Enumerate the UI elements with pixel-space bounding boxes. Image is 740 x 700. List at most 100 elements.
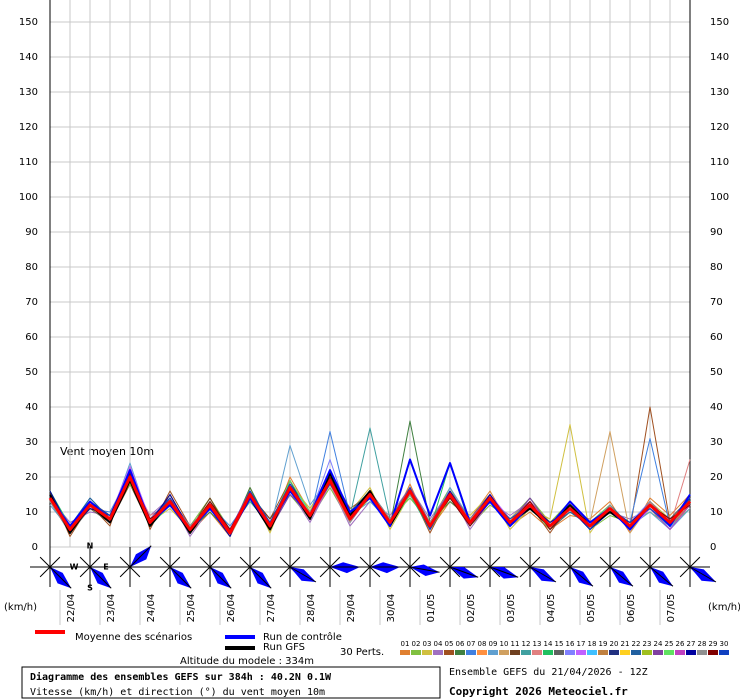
wind-rose: [30, 547, 72, 589]
x-tick-label: 05/05: [586, 594, 597, 623]
wind-direction: [330, 562, 360, 574]
wind-rose: [670, 547, 717, 587]
wind-rose: [190, 547, 232, 589]
legend-swatch: [708, 650, 718, 655]
legend-label: 30: [720, 640, 729, 648]
rose-spoke: [439, 556, 451, 568]
y-unit-left: (km/h): [4, 602, 37, 613]
wind-rose: [630, 547, 674, 587]
legend-swatch: [620, 650, 630, 655]
legend-label: 13: [533, 640, 542, 648]
wind-rose: [590, 547, 634, 587]
rose-spoke: [49, 556, 61, 568]
legend-label: 16: [566, 640, 575, 648]
y-tick-label: 20: [25, 472, 38, 483]
rose-spoke: [329, 556, 341, 568]
wind-direction-line: [409, 566, 440, 573]
rose-spoke: [679, 556, 691, 568]
wind-direction-line: [209, 566, 232, 589]
legend-swatch: [719, 650, 729, 655]
run-info: Ensemble GEFS du 21/04/2026 - 12Z: [449, 667, 648, 678]
rose-spoke: [39, 556, 51, 568]
legend-label: 29: [709, 640, 718, 648]
wind-rose: [270, 547, 317, 587]
y-tick-label: 70: [25, 297, 38, 308]
wind-rose: [70, 547, 112, 589]
legend-label: Run de contrôle: [263, 631, 342, 643]
x-tick-label: 02/05: [466, 594, 477, 623]
rose-spoke: [489, 566, 501, 578]
legend-swatch: [521, 650, 531, 655]
legend-label: 25: [665, 640, 674, 648]
legend-swatch: [675, 650, 685, 655]
rose-spoke: [639, 556, 651, 568]
copyright: Copyright 2026 Meteociel.fr: [449, 685, 628, 698]
rose-spoke: [649, 556, 661, 568]
rose-spoke: [519, 556, 531, 568]
x-tick-label: 24/04: [146, 594, 157, 623]
rose-spoke: [489, 556, 501, 568]
legend-label: 20: [610, 640, 619, 648]
rose-spoke: [609, 556, 621, 568]
x-tick-label: 23/04: [106, 594, 117, 623]
rose-spoke: [599, 566, 611, 578]
wind-rose: [230, 547, 272, 589]
legend-label: 09: [489, 640, 498, 648]
rose-spoke: [359, 556, 371, 568]
box-title: Diagramme des ensembles GEFS sur 384h : …: [30, 671, 332, 683]
rose-spoke: [79, 556, 91, 568]
legend-swatch: [686, 650, 696, 655]
y-tick-label: 0: [32, 542, 38, 553]
info-box: [21, 666, 441, 699]
rose-spoke: [479, 556, 491, 568]
altitude: Altitude du modele : 334m: [180, 656, 314, 667]
y-tick-label-right: 60: [710, 332, 723, 343]
x-tick-label: 06/05: [626, 594, 637, 623]
legend-label: 22: [632, 640, 641, 648]
rose-spoke: [559, 556, 571, 568]
legend-label: 19: [599, 640, 608, 648]
wind-rose: [150, 547, 192, 589]
x-tick-label: 30/04: [386, 594, 397, 623]
legend-swatch: [532, 650, 542, 655]
legend-label: 23: [643, 640, 652, 648]
rose-spoke: [159, 566, 171, 578]
y-tick-label-right: 40: [710, 402, 723, 413]
legend-swatch: [642, 650, 652, 655]
legend-swatch: [587, 650, 597, 655]
y-tick-label: 110: [19, 157, 38, 168]
legend-label: 07: [467, 640, 476, 648]
y-tick-label-right: 90: [710, 227, 723, 238]
wind-rose: [550, 547, 594, 587]
rose-spoke: [449, 566, 461, 578]
rose-spoke: [199, 566, 211, 578]
wind-rose: [110, 545, 152, 587]
rose-spoke: [159, 556, 171, 568]
rose-spoke: [279, 566, 291, 578]
rose-spoke: [239, 556, 251, 568]
rose-spoke: [199, 556, 211, 568]
x-tick-label: 01/05: [426, 594, 437, 623]
rose-spoke: [209, 556, 221, 568]
y-tick-label-right: 140: [710, 52, 729, 63]
rose-spoke: [239, 566, 251, 578]
rose-spoke: [129, 566, 141, 578]
rose-spoke: [79, 566, 91, 578]
legend-label: 04: [434, 640, 443, 648]
y-tick-label-right: 100: [710, 192, 729, 203]
y-tick-label: 120: [19, 122, 38, 133]
y-tick-label: 10: [25, 507, 38, 518]
legend-label: 03: [423, 640, 432, 648]
rose-spoke: [519, 566, 531, 578]
rose-spoke: [289, 556, 301, 568]
legend-swatch: [466, 650, 476, 655]
rose-spoke: [329, 566, 341, 578]
wind-direction-line: [649, 566, 674, 587]
y-tick-label: 150: [19, 17, 38, 28]
legend-label: 11: [511, 640, 520, 648]
rose-spoke: [169, 556, 181, 568]
y-tick-label-right: 150: [710, 17, 729, 28]
y-tick-label: 50: [25, 367, 38, 378]
rose-spoke: [569, 556, 581, 568]
